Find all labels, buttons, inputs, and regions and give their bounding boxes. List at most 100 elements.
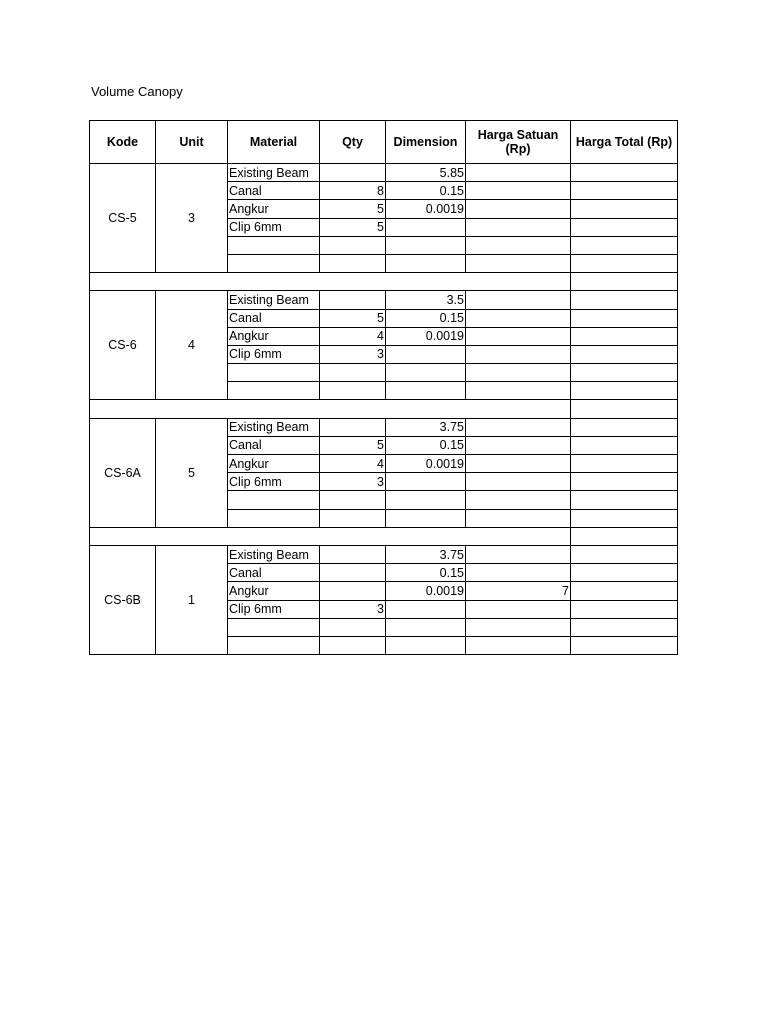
material-cell <box>227 253 320 274</box>
material-cell: Canal <box>227 308 320 328</box>
dimension-cell <box>385 635 466 656</box>
dimension-cell: 0.0019 <box>385 453 466 474</box>
dimension-cell <box>385 617 466 637</box>
unit-cell: 4 <box>155 290 228 401</box>
material-cell: Angkur <box>227 581 320 601</box>
harga-satuan-cell <box>465 162 571 183</box>
harga-satuan-cell <box>465 363 571 383</box>
material-cell: Clip 6mm <box>227 217 320 237</box>
qty-cell <box>319 563 386 583</box>
qty-cell: 4 <box>319 453 386 474</box>
qty-cell: 3 <box>319 344 386 365</box>
qty-cell: 3 <box>319 472 386 492</box>
spacer-cell <box>89 272 571 292</box>
dimension-cell <box>385 253 466 274</box>
table-row <box>90 363 678 383</box>
header-dimension: Dimension <box>385 120 466 164</box>
harga-satuan-cell <box>465 435 571 456</box>
kode-cell: CS-6B <box>89 544 156 656</box>
harga-total-cell <box>570 181 678 201</box>
qty-cell <box>319 290 386 310</box>
header-harga-satuan: Harga Satuan (Rp) <box>465 120 571 164</box>
harga-total-cell <box>570 508 678 528</box>
harga-total-cell <box>570 599 678 619</box>
harga-total-cell <box>570 490 678 510</box>
material-cell <box>227 235 320 255</box>
material-cell: Canal <box>227 181 320 201</box>
table-row <box>90 381 678 401</box>
harga-satuan-cell <box>465 253 571 274</box>
qty-cell <box>319 544 386 565</box>
harga-satuan-cell <box>465 417 571 437</box>
table-row <box>90 253 678 274</box>
spacer-row <box>89 526 678 546</box>
material-cell <box>227 490 320 510</box>
material-cell: Existing Beam <box>227 544 320 565</box>
kode-cell: CS-6 <box>89 290 156 401</box>
spacer-row <box>89 399 678 419</box>
dimension-cell <box>385 508 466 528</box>
kode-cell: CS-5 <box>89 162 156 274</box>
table-row <box>90 490 678 510</box>
material-cell: Existing Beam <box>227 162 320 183</box>
table-row <box>90 635 678 656</box>
harga-total-cell <box>570 472 678 492</box>
dimension-cell: 3.75 <box>385 417 466 437</box>
harga-satuan-cell <box>465 508 571 528</box>
harga-satuan-cell <box>465 199 571 219</box>
table-row: CS-6A 5 Existing Beam 3.75 <box>89 417 678 528</box>
qty-cell: 4 <box>319 326 386 346</box>
harga-satuan-cell <box>465 344 571 365</box>
table-row: CS-6B 1 Existing Beam 3.75 <box>89 544 678 656</box>
harga-total-cell <box>570 363 678 383</box>
qty-cell <box>319 508 386 528</box>
table-row: Canal 5 0.15 <box>90 435 678 456</box>
dimension-cell <box>385 381 466 401</box>
harga-total-cell <box>570 453 678 474</box>
header-kode: Kode <box>89 120 156 164</box>
qty-cell: 3 <box>319 599 386 619</box>
harga-satuan-cell: 7 <box>465 581 571 601</box>
table-row: Canal 5 0.15 <box>90 308 678 328</box>
dimension-cell <box>385 490 466 510</box>
dimension-cell: 0.15 <box>385 181 466 201</box>
dimension-cell: 5.85 <box>385 162 466 183</box>
harga-satuan-cell <box>465 563 571 583</box>
harga-total-cell <box>570 308 678 328</box>
table-row: Clip 6mm 5 <box>90 217 678 237</box>
header-unit: Unit <box>155 120 228 164</box>
table-row: Clip 6mm 3 <box>90 344 678 365</box>
material-cell: Canal <box>227 563 320 583</box>
qty-cell <box>319 235 386 255</box>
qty-cell <box>319 490 386 510</box>
dimension-cell: 0.15 <box>385 435 466 456</box>
harga-satuan-cell <box>465 635 571 656</box>
spacer-cell <box>89 526 571 546</box>
qty-cell: 5 <box>319 199 386 219</box>
harga-satuan-cell <box>465 544 571 565</box>
qty-cell <box>319 381 386 401</box>
material-cell <box>227 635 320 656</box>
unit-cell: 3 <box>155 162 228 274</box>
dimension-cell <box>385 363 466 383</box>
kode-cell: CS-6A <box>89 417 156 528</box>
material-cell <box>227 363 320 383</box>
material-cell: Existing Beam <box>227 417 320 437</box>
harga-satuan-cell <box>465 599 571 619</box>
dimension-cell: 0.0019 <box>385 326 466 346</box>
harga-satuan-cell <box>465 181 571 201</box>
qty-cell <box>319 617 386 637</box>
dimension-cell <box>385 344 466 365</box>
harga-total-cell <box>570 617 678 637</box>
header-row: Kode Unit Material Qty Dimension Harga S… <box>89 120 678 164</box>
dimension-cell <box>385 217 466 237</box>
harga-total-cell <box>570 563 678 583</box>
qty-cell: 5 <box>319 308 386 328</box>
dimension-cell: 0.0019 <box>385 199 466 219</box>
harga-total-cell <box>570 417 678 437</box>
harga-total-cell <box>570 217 678 237</box>
harga-total-cell <box>570 381 678 401</box>
volume-table: Kode Unit Material Qty Dimension Harga S… <box>89 120 678 656</box>
header-harga-total: Harga Total (Rp) <box>570 120 678 164</box>
dimension-cell: 0.0019 <box>385 581 466 601</box>
